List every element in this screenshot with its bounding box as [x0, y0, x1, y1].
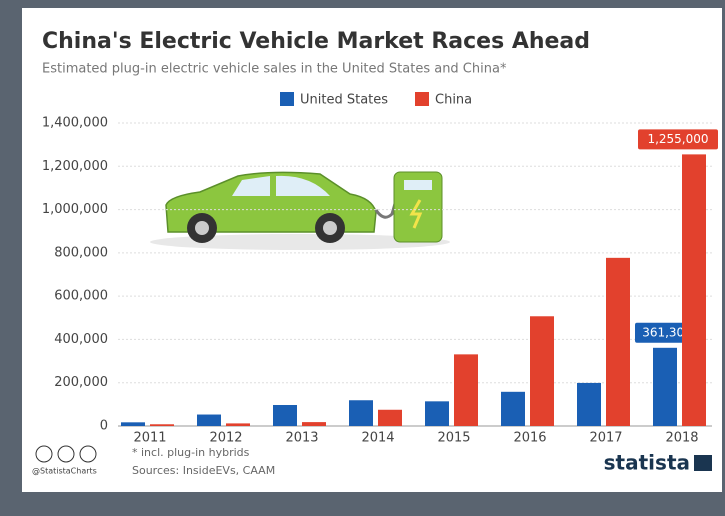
y-tick-label: 800,000	[54, 245, 108, 260]
bar	[425, 401, 449, 426]
x-tick-label: 2018	[665, 431, 698, 446]
bar	[197, 414, 221, 426]
bar	[530, 316, 554, 426]
value-label: 361,307	[642, 325, 692, 339]
x-tick-label: 2015	[437, 431, 470, 446]
bar	[682, 154, 706, 426]
y-tick-label: 1,200,000	[42, 159, 108, 174]
bar	[378, 409, 402, 426]
x-tick-label: 2013	[285, 431, 318, 446]
bar	[577, 382, 601, 426]
bar	[606, 257, 630, 426]
bar	[454, 354, 478, 426]
bar	[302, 422, 326, 426]
chart-subtitle: Estimated plug-in electric vehicle sales…	[42, 62, 507, 77]
x-tick-label: 2012	[209, 431, 242, 446]
legend-label: United States	[300, 93, 388, 108]
legend-label: China	[435, 93, 472, 108]
bar	[150, 424, 174, 426]
legend-swatch	[415, 92, 429, 106]
y-tick-label: 1,000,000	[42, 202, 108, 217]
bar	[349, 400, 373, 426]
bar	[226, 423, 250, 426]
car-illustration	[150, 171, 450, 250]
brand-icon	[694, 455, 712, 471]
chart-title: China's Electric Vehicle Market Races Ah…	[42, 29, 590, 54]
value-label-box	[638, 129, 718, 150]
cc-icons	[35, 445, 97, 463]
x-tick-label: 2017	[589, 431, 622, 446]
y-tick-label: 600,000	[54, 289, 108, 304]
bar	[121, 422, 145, 426]
handle: @StatistaCharts	[32, 467, 97, 476]
bar	[653, 347, 677, 426]
source: Sources: InsideEVs, CAAM	[132, 464, 275, 477]
footnote: * incl. plug-in hybrids	[132, 446, 250, 459]
brand: statista	[604, 451, 690, 475]
x-tick-label: 2011	[133, 431, 166, 446]
y-tick-label: 400,000	[54, 332, 108, 347]
y-tick-label: 0	[100, 419, 108, 434]
bar	[273, 405, 297, 426]
y-tick-label: 200,000	[54, 375, 108, 390]
y-tick-label: 1,400,000	[42, 116, 108, 131]
x-tick-label: 2016	[513, 431, 546, 446]
legend-swatch	[280, 92, 294, 106]
x-tick-label: 2014	[361, 431, 394, 446]
value-label: 1,255,000	[647, 132, 708, 146]
bar	[501, 391, 525, 426]
